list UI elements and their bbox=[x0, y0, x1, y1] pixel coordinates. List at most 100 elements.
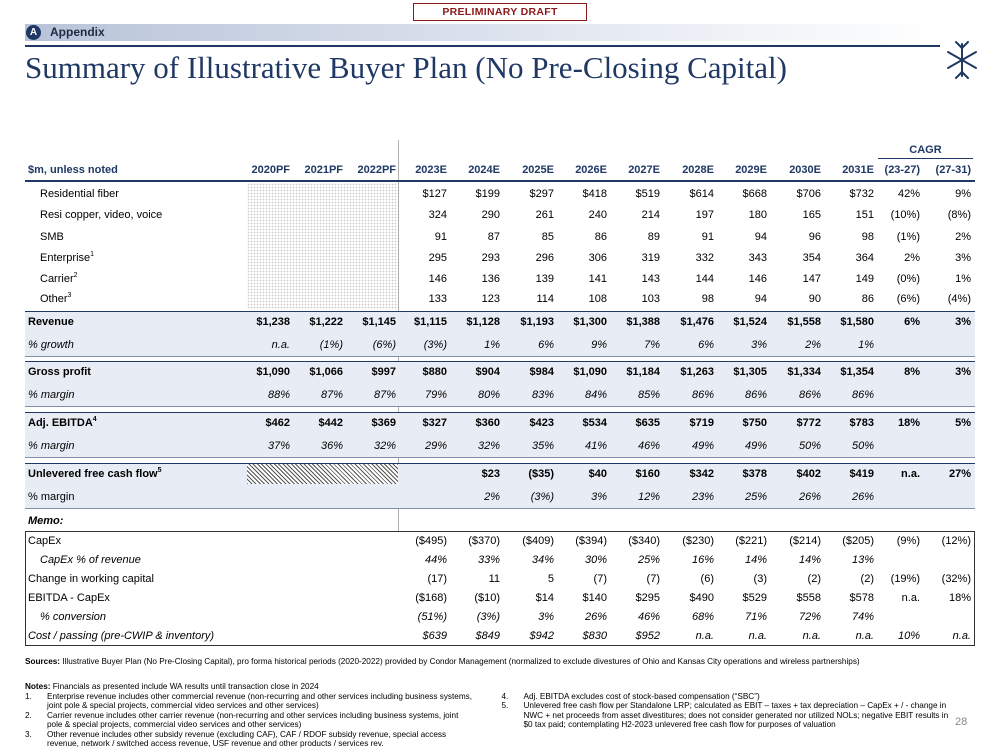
row-shade bbox=[25, 384, 975, 407]
row-label-text: EBITDA - CapEx bbox=[28, 592, 110, 604]
cell: 89 bbox=[647, 231, 660, 243]
cell: 91 bbox=[701, 231, 714, 243]
cell: $1,354 bbox=[840, 366, 874, 378]
cell: $529 bbox=[742, 592, 767, 604]
cell: 94 bbox=[754, 293, 767, 305]
cell: $140 bbox=[582, 592, 607, 604]
cell: $519 bbox=[635, 188, 660, 200]
memo-box bbox=[25, 531, 975, 646]
cell: 91 bbox=[434, 231, 447, 243]
cell: 146 bbox=[428, 273, 447, 285]
cell: (3) bbox=[753, 573, 767, 585]
cell: 5 bbox=[547, 573, 554, 585]
cell: $1,238 bbox=[256, 316, 290, 328]
cell: $997 bbox=[371, 366, 396, 378]
row-label-text: % growth bbox=[28, 339, 74, 351]
notes-text: Financials as presented include WA resul… bbox=[52, 682, 319, 691]
cell: 87 bbox=[487, 231, 500, 243]
row-label-text: Change in working capital bbox=[28, 573, 154, 585]
row-label-text: CapEx bbox=[28, 535, 62, 547]
cell: 34% bbox=[531, 554, 554, 566]
note-number: 4. bbox=[501, 692, 509, 701]
row-label-text: Adj. EBITDA bbox=[28, 417, 93, 429]
cell: (7) bbox=[593, 573, 607, 585]
section-label: Appendix bbox=[50, 25, 105, 39]
cell: 136 bbox=[481, 273, 500, 285]
header-rule bbox=[25, 180, 975, 182]
row-label-text: Enterprise bbox=[40, 252, 91, 264]
cell: $1,115 bbox=[413, 316, 447, 328]
cell: 133 bbox=[428, 293, 447, 305]
cell: 6% bbox=[698, 339, 714, 351]
cell: $880 bbox=[422, 366, 447, 378]
cell: n.a. bbox=[952, 630, 971, 642]
memo-label: Memo: bbox=[28, 515, 64, 527]
cell: 44% bbox=[424, 554, 447, 566]
cell: 143 bbox=[641, 273, 660, 285]
cell: $668 bbox=[742, 188, 767, 200]
cell: (0%) bbox=[896, 273, 920, 285]
cell: ($214) bbox=[789, 535, 821, 547]
cell: 295 bbox=[428, 252, 447, 264]
cell: n.a. bbox=[901, 592, 920, 604]
cell: $534 bbox=[582, 417, 607, 429]
cell: $706 bbox=[796, 188, 821, 200]
row-label-text: % conversion bbox=[40, 611, 107, 623]
cell: ($35) bbox=[528, 468, 554, 480]
notes: Notes: Financials as presented include W… bbox=[25, 682, 970, 691]
cell: 42% bbox=[897, 188, 920, 200]
row-label-text: SMB bbox=[40, 231, 64, 243]
cell: $614 bbox=[689, 188, 714, 200]
cell: 41% bbox=[584, 440, 607, 452]
cell: $984 bbox=[529, 366, 554, 378]
cell: n.a. bbox=[802, 630, 821, 642]
row-label: CapEx % of revenue bbox=[40, 549, 141, 571]
row-shade bbox=[25, 311, 975, 334]
cell: $1,066 bbox=[309, 366, 343, 378]
row-label: SMB bbox=[40, 226, 64, 248]
footnote-ref: 5 bbox=[157, 467, 162, 474]
footnote-ref: 2 bbox=[73, 272, 78, 279]
cell: 5% bbox=[955, 417, 971, 429]
cell: 3% bbox=[591, 491, 607, 503]
row-label-text: % margin bbox=[28, 440, 75, 452]
cell: $732 bbox=[849, 188, 874, 200]
cell: $199 bbox=[475, 188, 500, 200]
cell: 86% bbox=[744, 389, 767, 401]
cell: ($370) bbox=[468, 535, 500, 547]
cell: 306 bbox=[588, 252, 607, 264]
note-item: 4. Adj. EBITDA excludes cost of stock-bas… bbox=[502, 692, 951, 701]
note-text: Adj. EBITDA excludes cost of stock-based… bbox=[523, 692, 760, 701]
cell: 6% bbox=[904, 316, 920, 328]
cell: 13% bbox=[851, 554, 874, 566]
cell: 85% bbox=[637, 389, 660, 401]
cell: 86 bbox=[861, 293, 874, 305]
row-label-text: Unlevered free cash flow bbox=[28, 468, 158, 480]
cell: 343 bbox=[748, 252, 767, 264]
cell: 261 bbox=[535, 209, 554, 221]
cell: $360 bbox=[475, 417, 500, 429]
cell: n.a. bbox=[271, 339, 290, 351]
row-label: Cost / passing (pre-CWIP & inventory) bbox=[28, 625, 214, 647]
cell: 18% bbox=[948, 592, 971, 604]
cell: 18% bbox=[897, 417, 920, 429]
cell: $1,334 bbox=[787, 366, 821, 378]
cell: 3% bbox=[955, 366, 971, 378]
cell: $1,145 bbox=[362, 316, 396, 328]
column-header: 2022PF bbox=[357, 164, 396, 176]
draft-box: PRELIMINARY DRAFT bbox=[413, 3, 587, 21]
title: Summary of Illustrative Buyer Plan (No P… bbox=[25, 50, 787, 85]
cell: $1,263 bbox=[680, 366, 714, 378]
cell: ($230) bbox=[682, 535, 714, 547]
cell: 12% bbox=[637, 491, 660, 503]
note-item: 2. Carrier revenue includes other carrier… bbox=[25, 711, 474, 730]
cell: $1,300 bbox=[573, 316, 607, 328]
row-label: % margin bbox=[28, 486, 74, 508]
cell: $783 bbox=[849, 417, 874, 429]
section-badge: A bbox=[26, 25, 41, 40]
cell: (9%) bbox=[896, 535, 920, 547]
row-label: Change in working capital bbox=[28, 568, 154, 590]
cell: $1,090 bbox=[573, 366, 607, 378]
cell: $639 bbox=[422, 630, 447, 642]
